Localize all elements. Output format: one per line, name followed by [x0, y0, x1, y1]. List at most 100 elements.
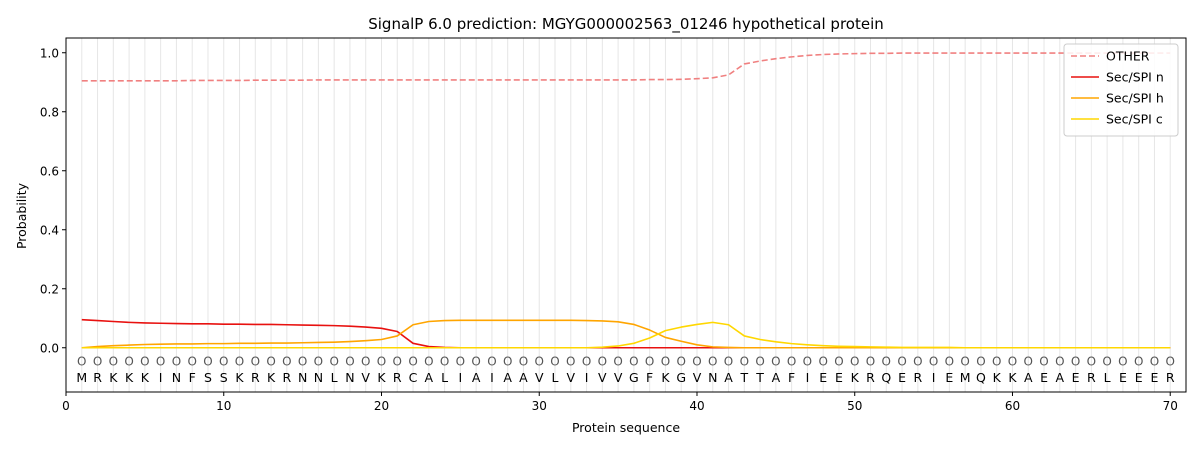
residue-label: A: [519, 370, 528, 385]
residue-label: R: [283, 370, 292, 385]
position-label: O: [377, 355, 386, 369]
residue-label: T: [755, 370, 764, 385]
residue-label: N: [708, 370, 717, 385]
residue-label: V: [361, 370, 370, 385]
position-label: O: [850, 355, 859, 369]
position-label: O: [424, 355, 433, 369]
position-label: O: [440, 355, 449, 369]
position-label: O: [535, 355, 544, 369]
residue-label: K: [377, 370, 386, 385]
residue-label: E: [1119, 370, 1127, 385]
residue-label: R: [1166, 370, 1175, 385]
residue-label: K: [993, 370, 1002, 385]
position-label: O: [771, 355, 780, 369]
position-label: O: [77, 355, 86, 369]
residue-label: E: [1072, 370, 1080, 385]
residue-label: I: [459, 370, 463, 385]
residue-label: F: [646, 370, 653, 385]
x-tick-label: 40: [689, 399, 704, 413]
residue-label: T: [739, 370, 748, 385]
position-label: O: [519, 355, 528, 369]
x-tick-label: 60: [1005, 399, 1020, 413]
residue-label: M: [76, 370, 87, 385]
residue-label: I: [159, 370, 163, 385]
chart-title: SignalP 6.0 prediction: MGYG000002563_01…: [368, 15, 884, 34]
position-label: O: [866, 355, 875, 369]
residue-label: R: [93, 370, 102, 385]
position-label: O: [1055, 355, 1064, 369]
position-label: O: [345, 355, 354, 369]
position-label: O: [1165, 355, 1174, 369]
position-label: O: [661, 355, 670, 369]
position-label: O: [298, 355, 307, 369]
residue-label: I: [806, 370, 810, 385]
vertical-grid: [81, 38, 1171, 392]
position-label: O: [803, 355, 812, 369]
y-tick-label: 0.0: [40, 341, 59, 355]
series-line-sec-spi-c: [81, 321, 1171, 349]
position-label: O: [109, 355, 118, 369]
position-label: O: [787, 355, 796, 369]
residue-label: I: [932, 370, 936, 385]
residue-label: C: [409, 370, 418, 385]
position-label: O: [187, 355, 196, 369]
residue-label: E: [1135, 370, 1143, 385]
position-label: O: [755, 355, 764, 369]
position-label: O: [1150, 355, 1159, 369]
residue-label: L: [1104, 370, 1111, 385]
position-label: O: [692, 355, 701, 369]
position-label: O: [724, 355, 733, 369]
residue-label: I: [490, 370, 494, 385]
position-label: O: [172, 355, 181, 369]
position-label: O: [282, 355, 291, 369]
y-tick-label: 1.0: [40, 46, 59, 60]
position-label: O: [1039, 355, 1048, 369]
position-label: O: [913, 355, 922, 369]
residue-label: F: [788, 370, 795, 385]
residue-label: R: [393, 370, 402, 385]
residue-label: K: [661, 370, 670, 385]
residue-label: R: [913, 370, 922, 385]
position-label: O: [929, 355, 938, 369]
position-label: O: [818, 355, 827, 369]
residue-label: N: [345, 370, 354, 385]
position-label: O: [1134, 355, 1143, 369]
residue-label: S: [220, 370, 228, 385]
sequence-labels: OMOROKOKOKOIONOFOSOSOKOROKORONONOLONOVOK…: [76, 355, 1175, 385]
residue-label: E: [819, 370, 827, 385]
residue-label: K: [235, 370, 244, 385]
position-label: O: [408, 355, 417, 369]
y-axis-label: Probability: [14, 182, 29, 249]
residue-label: K: [267, 370, 276, 385]
residue-label: A: [425, 370, 434, 385]
x-tick-label: 30: [532, 399, 547, 413]
legend-label: Sec/SPI n: [1106, 70, 1164, 85]
residue-label: V: [693, 370, 702, 385]
position-label: O: [598, 355, 607, 369]
residue-label: R: [251, 370, 260, 385]
position-label: O: [1008, 355, 1017, 369]
position-label: O: [945, 355, 954, 369]
axis-ticks: 0 10 20 30 40 50 60 70 0.0 0.2 0.4 0.6 0.8 1.0: [40, 46, 1178, 413]
x-tick-label: 20: [374, 399, 389, 413]
residue-label: G: [676, 370, 686, 385]
residue-label: G: [629, 370, 639, 385]
residue-label: V: [535, 370, 544, 385]
residue-label: R: [866, 370, 875, 385]
residue-label: A: [724, 370, 733, 385]
position-label: O: [156, 355, 165, 369]
x-tick-label: 50: [847, 399, 862, 413]
position-label: O: [582, 355, 591, 369]
position-label: O: [93, 355, 102, 369]
position-label: O: [1024, 355, 1033, 369]
legend: OTHER Sec/SPI n Sec/SPI h Sec/SPI c: [1063, 43, 1179, 137]
position-label: O: [124, 355, 133, 369]
residue-label: M: [960, 370, 971, 385]
y-tick-label: 0.8: [40, 105, 59, 119]
position-label: O: [613, 355, 622, 369]
series-lines: [81, 52, 1171, 349]
residue-label: Q: [976, 370, 986, 385]
position-label: O: [976, 355, 985, 369]
position-label: O: [897, 355, 906, 369]
residue-label: V: [614, 370, 623, 385]
